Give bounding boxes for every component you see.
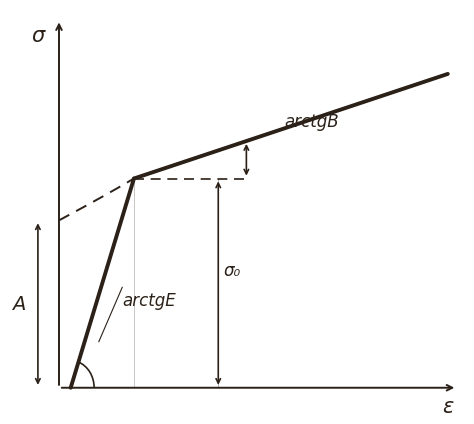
Text: σ: σ [31, 26, 45, 46]
Text: A: A [12, 295, 26, 314]
Text: arctgB: arctgB [284, 113, 338, 131]
Text: arctgE: arctgE [122, 292, 176, 310]
Text: ε: ε [442, 396, 454, 416]
Text: σ₀: σ₀ [224, 262, 241, 279]
